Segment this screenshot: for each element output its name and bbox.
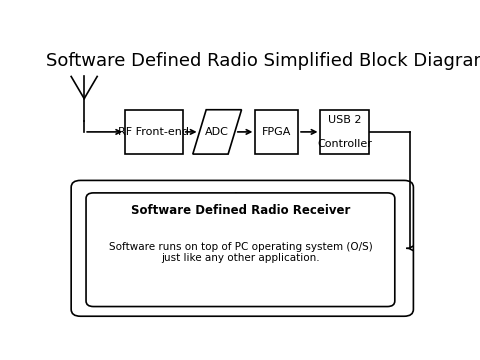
Polygon shape — [193, 110, 241, 154]
FancyBboxPatch shape — [86, 193, 395, 307]
Text: USB 2

Controller: USB 2 Controller — [317, 115, 372, 149]
FancyBboxPatch shape — [71, 180, 413, 316]
Text: Software Defined Radio Simplified Block Diagram: Software Defined Radio Simplified Block … — [46, 51, 480, 69]
Text: Personal Computer: Personal Computer — [186, 192, 299, 204]
Text: FPGA: FPGA — [262, 127, 291, 137]
FancyBboxPatch shape — [255, 110, 298, 154]
FancyBboxPatch shape — [321, 110, 369, 154]
FancyBboxPatch shape — [125, 110, 183, 154]
Text: ADC: ADC — [205, 127, 229, 137]
Text: Software Defined Radio Receiver: Software Defined Radio Receiver — [131, 204, 350, 217]
Text: RF Front-end: RF Front-end — [119, 127, 190, 137]
Text: Software runs on top of PC operating system (O/S)
just like any other applicatio: Software runs on top of PC operating sys… — [108, 242, 372, 263]
